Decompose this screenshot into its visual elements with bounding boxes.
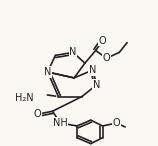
Text: N: N — [89, 65, 96, 75]
Text: N: N — [93, 80, 100, 90]
Text: O: O — [112, 118, 120, 128]
Text: N: N — [69, 47, 77, 57]
Text: O: O — [103, 53, 110, 63]
Text: O: O — [99, 36, 106, 46]
Text: N: N — [44, 67, 51, 77]
Text: H₂N: H₂N — [15, 93, 33, 102]
Text: O: O — [34, 109, 42, 119]
Text: NH: NH — [53, 118, 68, 128]
